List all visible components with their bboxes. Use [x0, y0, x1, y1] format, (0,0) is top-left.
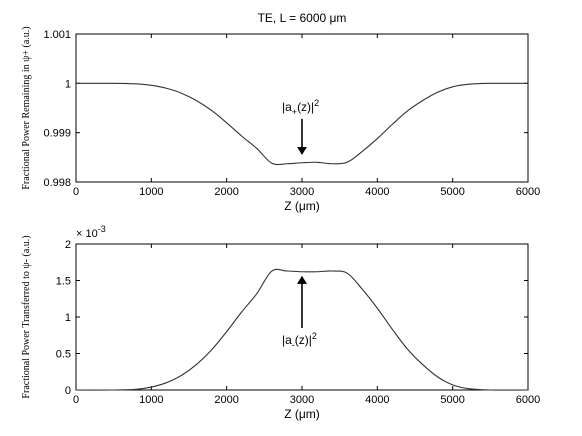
y-tick-label: 1.5 — [56, 276, 71, 288]
annotation-subscript: + — [292, 107, 297, 117]
annotation-base: |a — [282, 100, 292, 114]
y-tick-label: 0.998 — [43, 177, 71, 189]
annotation-label: |a-(z)|2 — [282, 331, 317, 350]
x-tick-label: 0 — [73, 186, 79, 198]
annotation-subscript: - — [292, 340, 295, 350]
series-line-1 — [75, 268, 529, 391]
chart-1: 0 1000 2000 3000 4000 5000 6000 0.998 0.999 1 1.00… — [21, 11, 540, 213]
x-tick-label: 0 — [73, 394, 79, 406]
y-tick-label: 2 — [65, 239, 71, 251]
x-axis-label: Z (μm) — [284, 407, 320, 421]
x-tick-label: 2000 — [214, 186, 238, 198]
x-tick-label: 6000 — [516, 394, 540, 406]
plot-area — [75, 33, 529, 183]
y-axis-label: Fractional Power Transferred to ψ- (a.u.… — [21, 235, 32, 398]
annotation-base: |a — [282, 333, 292, 347]
x-tick-label: 1000 — [139, 394, 163, 406]
y-tick-label: 0.5 — [56, 349, 71, 361]
x-tick-label: 5000 — [440, 186, 464, 198]
y-scale-factor: × 10-3 — [76, 224, 106, 240]
annotation-superscript: 2 — [314, 98, 319, 108]
x-tick-label: 4000 — [365, 186, 389, 198]
x-tick-label: 3000 — [290, 394, 314, 406]
x-tick-label: 5000 — [440, 394, 464, 406]
y-axis-label: Fractional Power Remaining in ψ+ (a.u.) — [21, 26, 32, 189]
y-tick-label: 0 — [65, 385, 71, 397]
y-scale-exponent: -3 — [98, 224, 106, 234]
y-tick-label: 1 — [65, 312, 71, 324]
annotation-middle: (z)| — [295, 333, 312, 347]
y-tick-label: 1.001 — [43, 29, 71, 41]
series-line-1 — [75, 82, 529, 166]
annotation-superscript: 2 — [312, 331, 317, 341]
y-tick-label: 0.999 — [43, 128, 71, 140]
x-tick-label: 3000 — [290, 186, 314, 198]
x-tick-label: 4000 — [365, 394, 389, 406]
chart-title: TE, L = 6000 μm — [258, 11, 347, 25]
annotation-middle: (z)| — [297, 100, 314, 114]
chart-2: 0 1000 2000 3000 4000 5000 6000 0 0.5 1 1.5 2 Z (μm)… — [21, 224, 540, 421]
y-tick-label: 1 — [65, 78, 71, 90]
x-tick-label: 6000 — [516, 186, 540, 198]
x-tick-label: 1000 — [139, 186, 163, 198]
x-tick-label: 2000 — [214, 394, 238, 406]
annotation-label: |a+(z)|2 — [282, 98, 319, 117]
x-axis-label: Z (μm) — [284, 199, 320, 213]
